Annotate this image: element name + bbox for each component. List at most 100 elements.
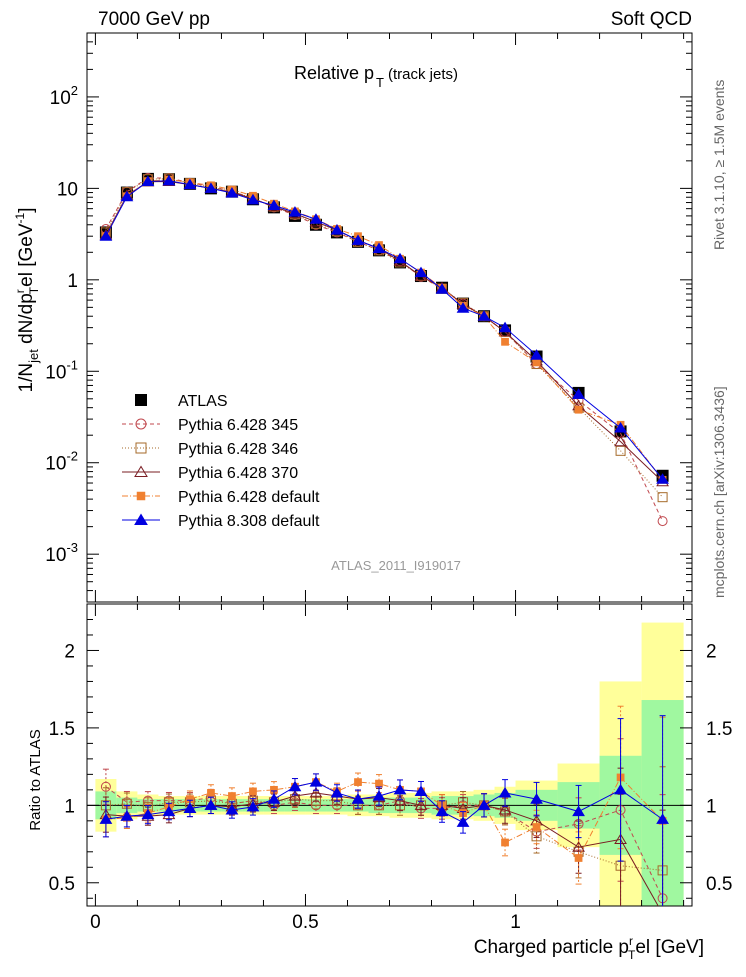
- series-line: [105, 179, 663, 481]
- x-axis-label: Charged particle pr Tel [GeV]: [474, 934, 704, 962]
- ratio-point: [393, 783, 407, 795]
- ratio-line: [105, 776, 663, 859]
- ratio-point: [183, 802, 197, 813]
- ratio-point: [530, 793, 543, 804]
- mcplots-ref: mcplots.cern.ch [arXiv:1306.3436]: [711, 386, 727, 598]
- y-tick-label: 0.5: [706, 874, 732, 895]
- legend-item-p345: Pythia 6.428 345: [122, 417, 298, 434]
- ratio-point: [99, 813, 113, 824]
- legend-marker: [135, 418, 147, 430]
- y-tick-label: 10-3: [45, 540, 78, 566]
- ratio-point: [100, 781, 111, 792]
- main-plot-panel: 10-3 10-2 10-1 1 10 102: [45, 32, 693, 603]
- ratio-point: [207, 789, 215, 797]
- data-point: [656, 473, 669, 484]
- plot-title: Relative p T (track jets): [294, 63, 458, 90]
- data-point: [372, 242, 386, 254]
- data-point: [351, 234, 365, 245]
- ratio-point: [532, 823, 541, 831]
- ratio-plot-panel: 0 0.5 1 0.5 0.5 1 1 1.5 1.5 2 2: [49, 603, 732, 933]
- energy-label: 7000 GeV pp: [98, 9, 210, 30]
- data-point: [288, 206, 302, 217]
- series-line: [105, 180, 663, 480]
- data-point: [393, 252, 407, 264]
- ratio-point: [435, 805, 449, 817]
- legend-item-p8: Pythia 8.308 default: [122, 513, 320, 530]
- data-point: [572, 388, 585, 399]
- ratio-series: [99, 705, 669, 906]
- ratio-point: [375, 779, 383, 788]
- ratio-point: [414, 799, 428, 810]
- ratio-point: [204, 799, 218, 810]
- data-point: [501, 337, 509, 346]
- ratio-point: [501, 838, 509, 847]
- legend-marker: [134, 513, 148, 525]
- y-tick-label: 2: [64, 641, 75, 662]
- data-point: [99, 230, 113, 241]
- ratio-point: [456, 816, 470, 827]
- legend-label: Pythia 8.308 default: [178, 513, 320, 530]
- data-point: [456, 302, 470, 313]
- ratio-point: [574, 854, 583, 862]
- legend-item-pdef: Pythia 6.428 default: [122, 489, 320, 506]
- data-point: [246, 193, 260, 205]
- y-tick-label: 0.5: [49, 874, 75, 895]
- rivet-version: Rivet 3.1.10, ≥ 1.5M events: [711, 80, 727, 250]
- ratio-point: [414, 785, 428, 796]
- legend-item-atlas: ATLAS: [135, 393, 228, 410]
- ratio-point: [351, 793, 365, 804]
- data-point: [615, 445, 626, 456]
- ratio-point: [477, 799, 491, 810]
- y-tick-label: 1: [706, 796, 717, 817]
- data-point: [120, 190, 134, 202]
- data-point: [532, 358, 541, 367]
- data-point: [614, 435, 627, 447]
- data-point: [183, 178, 197, 190]
- ratio-point: [498, 803, 512, 815]
- data-point: [414, 266, 428, 278]
- legend-marker: [135, 442, 147, 454]
- data-point: [267, 199, 281, 211]
- legend-label: Pythia 6.428 370: [178, 465, 298, 482]
- ratio-y-axis-label: Ratio to ATLAS: [27, 729, 44, 830]
- legend-marker: [135, 394, 147, 406]
- legend-label: Pythia 6.428 345: [178, 417, 298, 434]
- ratio-point: [614, 783, 627, 795]
- y-tick-label: 102: [50, 83, 78, 109]
- y-tick-label: 10-1: [45, 357, 78, 383]
- data-point: [330, 224, 344, 235]
- data-point: [657, 492, 668, 503]
- data-point: [204, 182, 218, 193]
- y-tick-label: 1.5: [706, 719, 732, 740]
- ratio-point: [225, 803, 239, 815]
- analysis-id: ATLAS_2011_I919017: [331, 558, 461, 573]
- legend-label: Pythia 6.428 default: [178, 489, 320, 506]
- ratio-point: [656, 813, 669, 824]
- data-point: [141, 175, 155, 187]
- ratio-point: [572, 841, 585, 852]
- ratio-point: [288, 790, 302, 801]
- legend-item-p346: Pythia 6.428 346: [122, 441, 298, 458]
- ratio-point: [120, 810, 134, 821]
- ratio-point: [572, 805, 585, 817]
- legend-marker: [136, 491, 146, 501]
- ratio-point: [309, 786, 323, 798]
- ratio-point: [309, 776, 323, 787]
- ratio-series-p8: [99, 715, 669, 906]
- y-tick-label: 1: [67, 271, 78, 292]
- x-tick-label: 0.5: [292, 912, 318, 933]
- ratio-point: [372, 790, 386, 801]
- y-tick-label: 1: [64, 796, 75, 817]
- x-tick-label: 1: [510, 912, 521, 933]
- ratio-point: [162, 805, 176, 817]
- ratio-point: [288, 780, 302, 792]
- data-point: [435, 283, 449, 294]
- data-point: [574, 405, 583, 414]
- data-point: [225, 186, 239, 198]
- legend-label: Pythia 6.428 346: [178, 441, 298, 458]
- ratio-point: [498, 786, 512, 798]
- data-point: [498, 321, 512, 333]
- data-point: [309, 213, 323, 224]
- y-tick-label: 1.5: [49, 719, 75, 740]
